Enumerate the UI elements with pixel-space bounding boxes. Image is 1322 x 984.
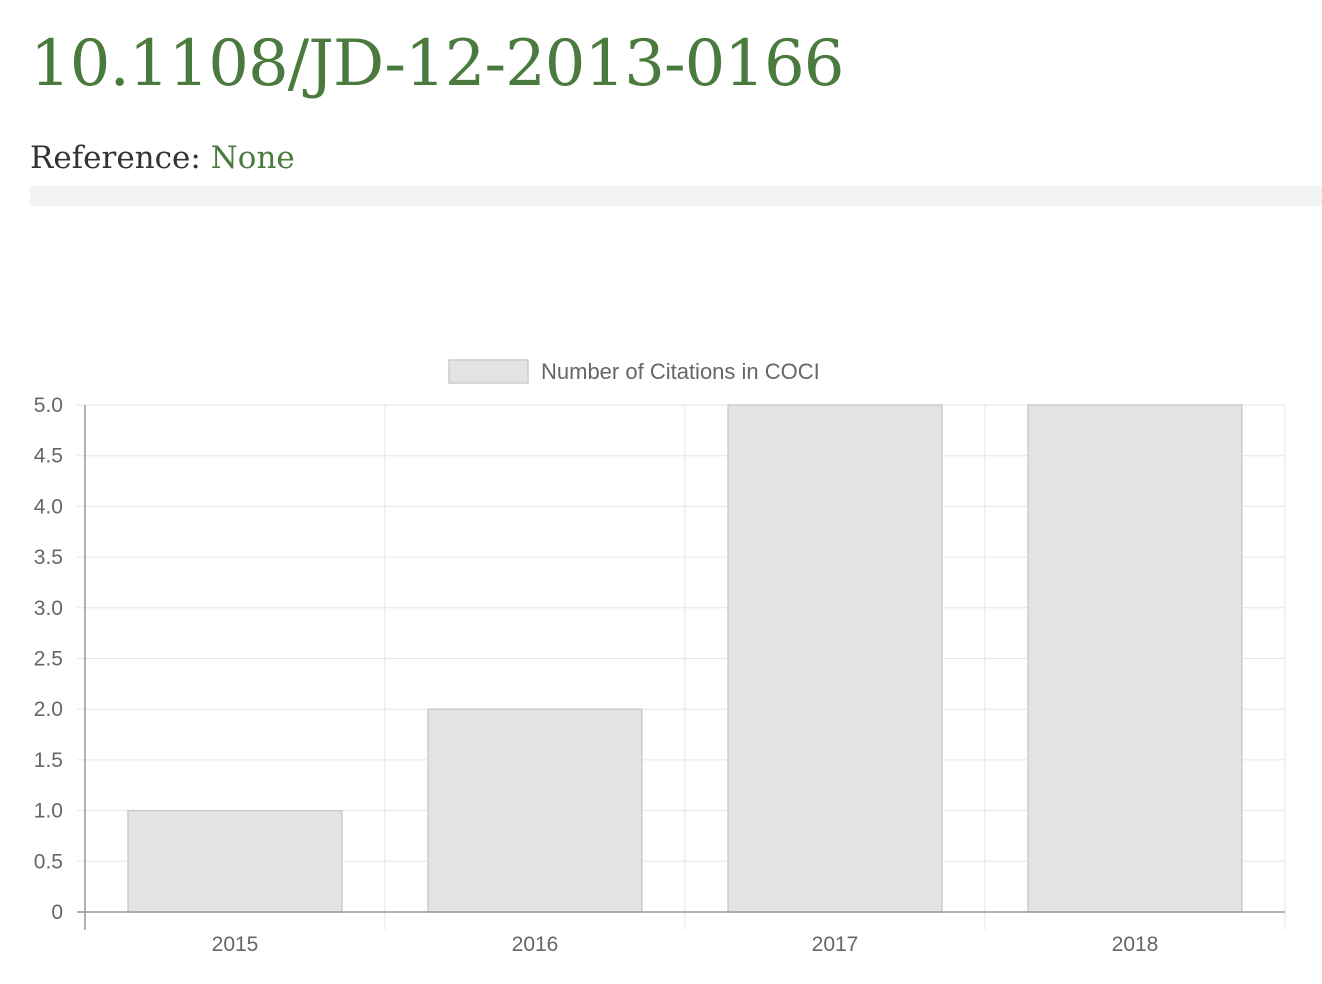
y-tick-label: 1.0 <box>34 800 63 823</box>
doi-title: 10.1108/JD-12-2013-0166 <box>30 27 844 101</box>
y-tick-label: 3.5 <box>34 546 63 569</box>
x-tick-label: 2018 <box>1112 933 1159 956</box>
reference-value[interactable]: None <box>210 140 295 176</box>
grid-layer <box>77 404 1286 930</box>
y-tick-label: 3.0 <box>34 597 63 620</box>
reference-line: Reference: None <box>30 136 295 180</box>
legend-swatch <box>448 359 529 384</box>
reference-label: Reference: <box>30 140 201 176</box>
bar-2018 <box>1027 404 1243 913</box>
x-tick-label: 2016 <box>512 933 559 956</box>
y-tick-label: 1.5 <box>34 749 63 772</box>
y-tick-label: 4.0 <box>34 495 63 518</box>
y-tick-label: 5.0 <box>34 394 63 417</box>
bar-2016 <box>427 708 643 913</box>
x-tick-label: 2015 <box>212 933 259 956</box>
citations-chart: 0 0.5 1.0 1.5 2.0 2.5 3.0 3.5 4.0 4.5 5.0 2015 2016 2… <box>34 359 1286 956</box>
bar-layer <box>127 404 1243 913</box>
y-tick-label: 0 <box>51 901 63 924</box>
legend-label: Number of Citations in COCI <box>541 359 820 384</box>
axis-layer: 0 0.5 1.0 1.5 2.0 2.5 3.0 3.5 4.0 4.5 5.0 2015 2016 2… <box>34 394 1285 956</box>
bar-2017 <box>727 404 943 913</box>
bar-2015 <box>127 809 343 913</box>
y-tick-label: 4.5 <box>34 445 63 468</box>
y-tick-label: 2.5 <box>34 648 63 671</box>
y-tick-label: 2.0 <box>34 698 63 721</box>
y-tick-label: 0.5 <box>34 850 63 873</box>
divider-band <box>30 186 1322 206</box>
legend-layer: Number of Citations in COCI <box>448 359 820 384</box>
x-tick-label: 2017 <box>812 933 859 956</box>
